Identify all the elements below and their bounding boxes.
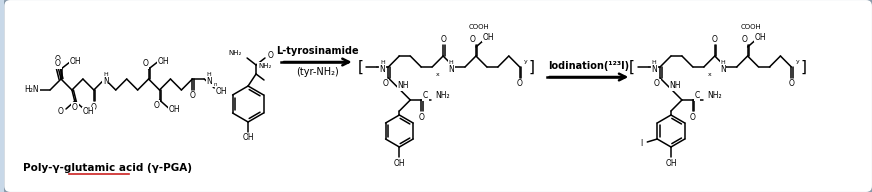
Text: n: n (214, 81, 217, 87)
Text: NH: NH (669, 81, 681, 90)
Text: NH₂: NH₂ (435, 92, 450, 100)
Text: (tyr-NH₂): (tyr-NH₂) (296, 67, 339, 77)
Text: N: N (207, 78, 212, 87)
Text: O: O (440, 35, 446, 44)
Text: NH: NH (398, 81, 409, 90)
Text: O: O (788, 79, 794, 89)
Text: x: x (436, 73, 439, 78)
Text: [: [ (358, 60, 364, 74)
Text: H: H (104, 73, 108, 78)
Text: OH: OH (70, 56, 82, 65)
Text: y: y (524, 59, 528, 64)
Text: OH: OH (755, 32, 766, 41)
Text: N: N (448, 65, 454, 74)
Text: NH₂: NH₂ (228, 50, 242, 56)
Text: H₂N: H₂N (24, 85, 39, 94)
Text: N: N (720, 65, 726, 74)
Text: O: O (91, 103, 97, 112)
Text: L-tyrosinamide: L-tyrosinamide (276, 46, 359, 56)
Text: H: H (449, 60, 453, 65)
Text: ]: ] (528, 60, 535, 74)
Text: x: x (707, 73, 712, 78)
Text: NH₂: NH₂ (258, 63, 271, 69)
Text: y: y (795, 59, 800, 64)
Text: H: H (206, 73, 211, 78)
Text: O: O (690, 113, 696, 122)
FancyBboxPatch shape (3, 0, 872, 192)
Text: C: C (423, 92, 428, 100)
Text: OH: OH (665, 159, 677, 167)
Text: OH: OH (158, 56, 169, 65)
Text: OH: OH (168, 105, 181, 114)
Text: C: C (694, 92, 699, 100)
Text: H: H (651, 60, 657, 65)
Text: OH: OH (483, 32, 494, 41)
Text: O: O (153, 100, 160, 109)
Text: Poly-γ-glutamic acid (γ-PGA): Poly-γ-glutamic acid (γ-PGA) (23, 163, 192, 173)
Text: O: O (189, 92, 195, 100)
Text: OH: OH (393, 159, 405, 167)
Text: O: O (383, 79, 388, 89)
Text: N: N (379, 65, 385, 74)
Text: O: O (517, 79, 522, 89)
Text: O: O (268, 50, 274, 60)
Text: O: O (58, 108, 64, 117)
Text: O: O (55, 55, 61, 65)
Text: OH: OH (242, 133, 254, 142)
Text: ]: ] (800, 60, 807, 74)
Text: I: I (640, 140, 643, 148)
Text: O: O (55, 60, 61, 69)
Text: OH: OH (83, 108, 95, 117)
Text: O: O (654, 79, 660, 89)
Text: [: [ (630, 60, 635, 74)
Text: O: O (742, 35, 747, 44)
Text: N: N (103, 78, 109, 87)
Text: O: O (712, 35, 718, 44)
Text: H: H (720, 60, 726, 65)
Text: COOH: COOH (468, 24, 489, 30)
Text: N: N (651, 65, 657, 74)
Text: O: O (143, 60, 148, 69)
Text: OH: OH (215, 88, 227, 97)
Text: Iodination(¹²³I): Iodination(¹²³I) (548, 61, 630, 71)
Text: COOH: COOH (740, 24, 761, 30)
Text: H: H (380, 60, 385, 65)
Text: O: O (72, 103, 78, 112)
Text: O: O (419, 113, 424, 122)
Text: NH₂: NH₂ (707, 92, 721, 100)
Text: O: O (470, 35, 476, 44)
